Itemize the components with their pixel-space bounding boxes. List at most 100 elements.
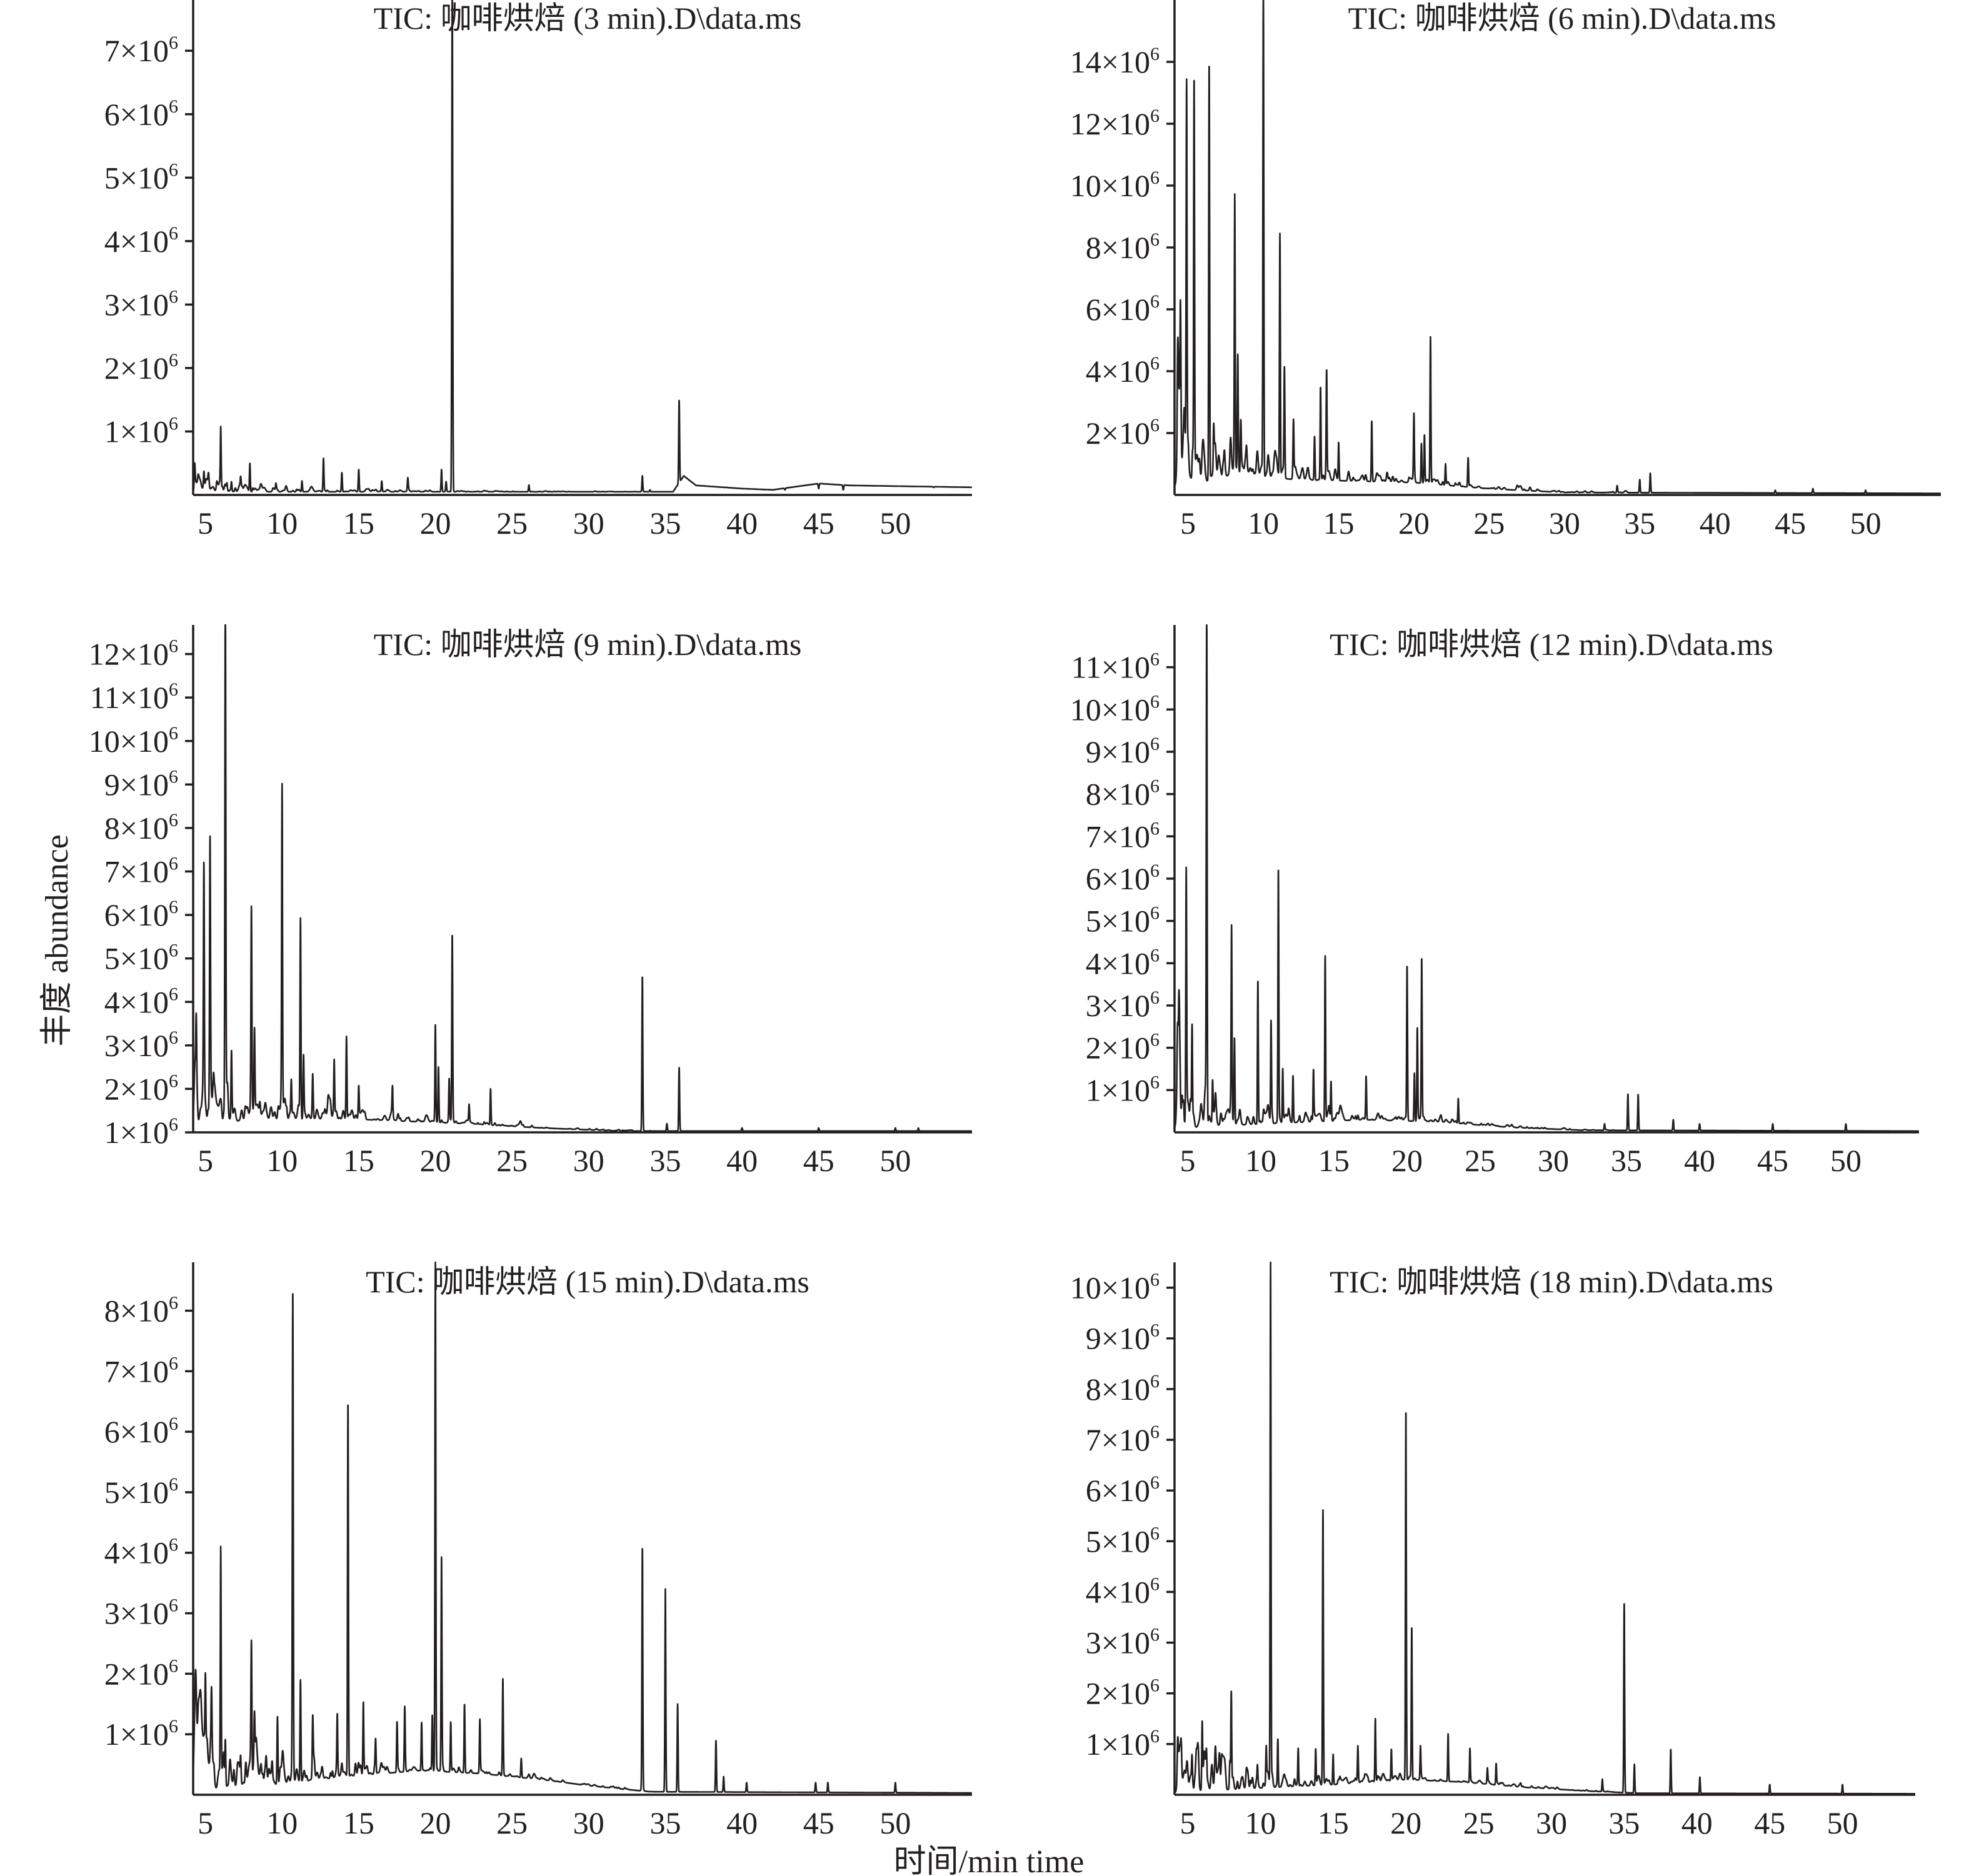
y-tick-exponent: 6 [1150, 229, 1160, 250]
y-tick-value: 11 [1071, 650, 1101, 685]
x-tick-label: 40 [1700, 506, 1731, 541]
y-tick-value: 5 [1086, 1524, 1101, 1559]
x-tick-label: 45 [1757, 1143, 1788, 1178]
x-tick-label: 20 [420, 506, 451, 541]
x-tick-label: 50 [879, 1805, 911, 1840]
y-tick-value: 14 [1070, 44, 1101, 79]
y-tick-exponent: 6 [1150, 1726, 1160, 1747]
y-tick-label: 4×106 [1086, 1574, 1160, 1609]
y-tick-multiplier: ×10 [1101, 168, 1150, 203]
tic-trace [1173, 624, 1920, 1132]
y-tick-multiplier: ×10 [1101, 819, 1150, 854]
y-tick-label: 2×106 [104, 1070, 178, 1106]
x-tick-label: 30 [573, 1805, 604, 1840]
y-tick-exponent: 6 [169, 350, 178, 371]
y-tick-exponent: 6 [169, 32, 178, 53]
y-tick-exponent: 6 [1150, 649, 1160, 670]
y-tick-exponent: 6 [169, 1716, 178, 1737]
y-tick-label: 3×106 [1086, 987, 1160, 1023]
y-tick-multiplier: ×10 [1101, 1270, 1150, 1305]
y-tick-multiplier: ×10 [1101, 904, 1150, 939]
y-tick-label: 6×106 [1086, 1472, 1160, 1508]
y-tick-value: 10 [1070, 168, 1101, 203]
x-tick-label: 40 [1684, 1143, 1715, 1178]
y-tick-value: 3 [1086, 1625, 1101, 1660]
y-tick-multiplier: ×10 [120, 637, 169, 672]
y-tick-multiplier: ×10 [1101, 1321, 1150, 1356]
x-tick-label: 5 [1180, 1143, 1196, 1178]
y-tick-exponent: 6 [1150, 1422, 1160, 1442]
chart-panel-4: TIC: 咖啡烘焙 (12 min).D\data.ms1×1062×1063×… [1070, 624, 1920, 1178]
y-tick-value: 10 [1070, 692, 1101, 727]
y-tick-multiplier: ×10 [120, 854, 169, 889]
y-tick-value: 8 [104, 1293, 120, 1328]
x-tick-label: 40 [726, 1143, 758, 1178]
y-tick-value: 4 [1086, 354, 1101, 389]
y-tick-exponent: 6 [169, 1114, 178, 1135]
y-tick-multiplier: ×10 [120, 1071, 169, 1106]
y-tick-label: 2×106 [104, 350, 178, 386]
y-tick-value: 9 [104, 767, 120, 802]
y-tick-exponent: 6 [1150, 903, 1160, 924]
y-tick-label: 5×106 [104, 940, 178, 976]
x-tick-label: 10 [1245, 1805, 1276, 1840]
y-tick-exponent: 6 [169, 1655, 178, 1676]
y-tick-value: 5 [104, 1475, 120, 1510]
y-tick-value: 7 [104, 1354, 120, 1389]
y-tick-label: 10×106 [1070, 691, 1160, 727]
y-tick-exponent: 6 [169, 723, 178, 744]
tic-trace [192, 624, 973, 1132]
chart-title: TIC: 咖啡烘焙 (18 min).D\data.ms [1330, 1264, 1773, 1299]
x-tick-label: 15 [1323, 506, 1355, 541]
y-tick-exponent: 6 [169, 636, 178, 657]
x-tick-label: 5 [1180, 1805, 1195, 1840]
y-tick-label: 11×106 [1071, 649, 1160, 685]
x-tick-label: 15 [343, 1143, 374, 1178]
y-tick-label: 1×106 [1086, 1072, 1160, 1107]
y-tick-value: 1 [104, 414, 120, 449]
y-tick-label: 2×106 [104, 1655, 178, 1691]
y-tick-multiplier: ×10 [120, 287, 169, 322]
y-tick-multiplier: ×10 [120, 1717, 169, 1752]
y-tick-label: 4×106 [104, 223, 178, 259]
tic-trace [1173, 1261, 1916, 1795]
y-tick-label: 6×106 [1086, 861, 1160, 896]
x-tick-label: 20 [420, 1805, 451, 1840]
x-tick-label: 25 [496, 1143, 528, 1178]
x-tick-label: 20 [1398, 506, 1430, 541]
y-tick-exponent: 6 [1150, 861, 1160, 881]
y-tick-exponent: 6 [1150, 1072, 1160, 1092]
y-tick-value: 8 [104, 811, 120, 846]
x-tick-label: 50 [1827, 1805, 1858, 1840]
y-tick-exponent: 6 [169, 1292, 178, 1313]
y-tick-exponent: 6 [169, 1414, 178, 1434]
y-tick-value: 7 [104, 854, 120, 889]
y-tick-label: 9×106 [1086, 734, 1160, 769]
x-tick-label: 25 [1463, 1805, 1495, 1840]
y-tick-value: 4 [1086, 1574, 1101, 1609]
x-tick-label: 40 [726, 1805, 758, 1840]
y-tick-exponent: 6 [1150, 1472, 1160, 1493]
y-tick-multiplier: ×10 [1101, 1574, 1150, 1609]
y-tick-label: 4×106 [1086, 353, 1160, 389]
y-tick-exponent: 6 [169, 1353, 178, 1374]
y-tick-label: 3×106 [104, 1027, 178, 1063]
x-tick-label: 20 [1391, 1143, 1423, 1178]
y-tick-multiplier: ×10 [1101, 1422, 1150, 1457]
y-tick-value: 8 [1086, 777, 1101, 812]
chart-title: TIC: 咖啡烘焙 (9 min).D\data.ms [374, 627, 802, 662]
x-tick-label: 10 [266, 1805, 298, 1840]
y-tick-exponent: 6 [169, 810, 178, 831]
x-tick-label: 25 [1465, 1143, 1496, 1178]
y-tick-label: 5×106 [1086, 903, 1160, 939]
y-tick-label: 7×106 [1086, 818, 1160, 854]
x-tick-label: 50 [879, 1143, 911, 1178]
y-tick-label: 10×106 [89, 723, 178, 759]
x-tick-label: 35 [649, 1143, 681, 1178]
x-tick-label: 45 [1754, 1805, 1785, 1840]
y-tick-value: 4 [104, 224, 120, 259]
x-tick-label: 40 [1681, 1805, 1713, 1840]
y-tick-exponent: 6 [1150, 1675, 1160, 1696]
y-tick-label: 5×106 [104, 159, 178, 195]
